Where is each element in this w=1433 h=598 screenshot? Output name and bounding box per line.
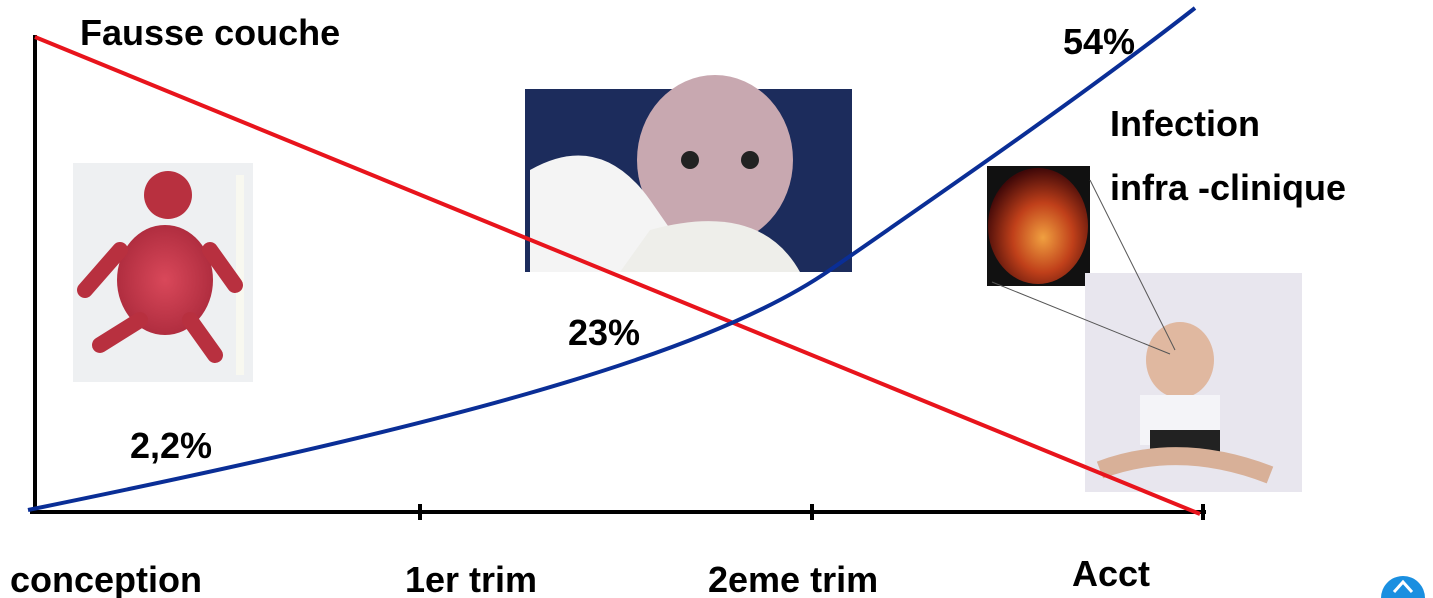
logo bbox=[1381, 576, 1425, 598]
photo-retina bbox=[987, 166, 1090, 286]
photo-fetus bbox=[73, 163, 253, 382]
page: {"title": "Fausse couche", "labels": {"l… bbox=[0, 0, 1433, 598]
percent-label: 54% bbox=[1063, 21, 1135, 62]
photo-infant bbox=[525, 75, 852, 272]
slide: Fausse couche 54% Infection infra -clini… bbox=[0, 0, 1433, 598]
percent-label: 2,2% bbox=[130, 425, 212, 466]
axis-label: Acct bbox=[1072, 553, 1150, 594]
annotation: Infection bbox=[1110, 103, 1260, 144]
photo-baby bbox=[1085, 273, 1302, 492]
axis-label: conception bbox=[10, 559, 202, 598]
annotation: infra -clinique bbox=[1110, 167, 1346, 208]
title: Fausse couche bbox=[80, 12, 340, 53]
axis-label: 2eme trim bbox=[708, 559, 878, 598]
axis-label: 1er trim bbox=[405, 559, 537, 598]
percent-label: 23% bbox=[568, 312, 640, 353]
